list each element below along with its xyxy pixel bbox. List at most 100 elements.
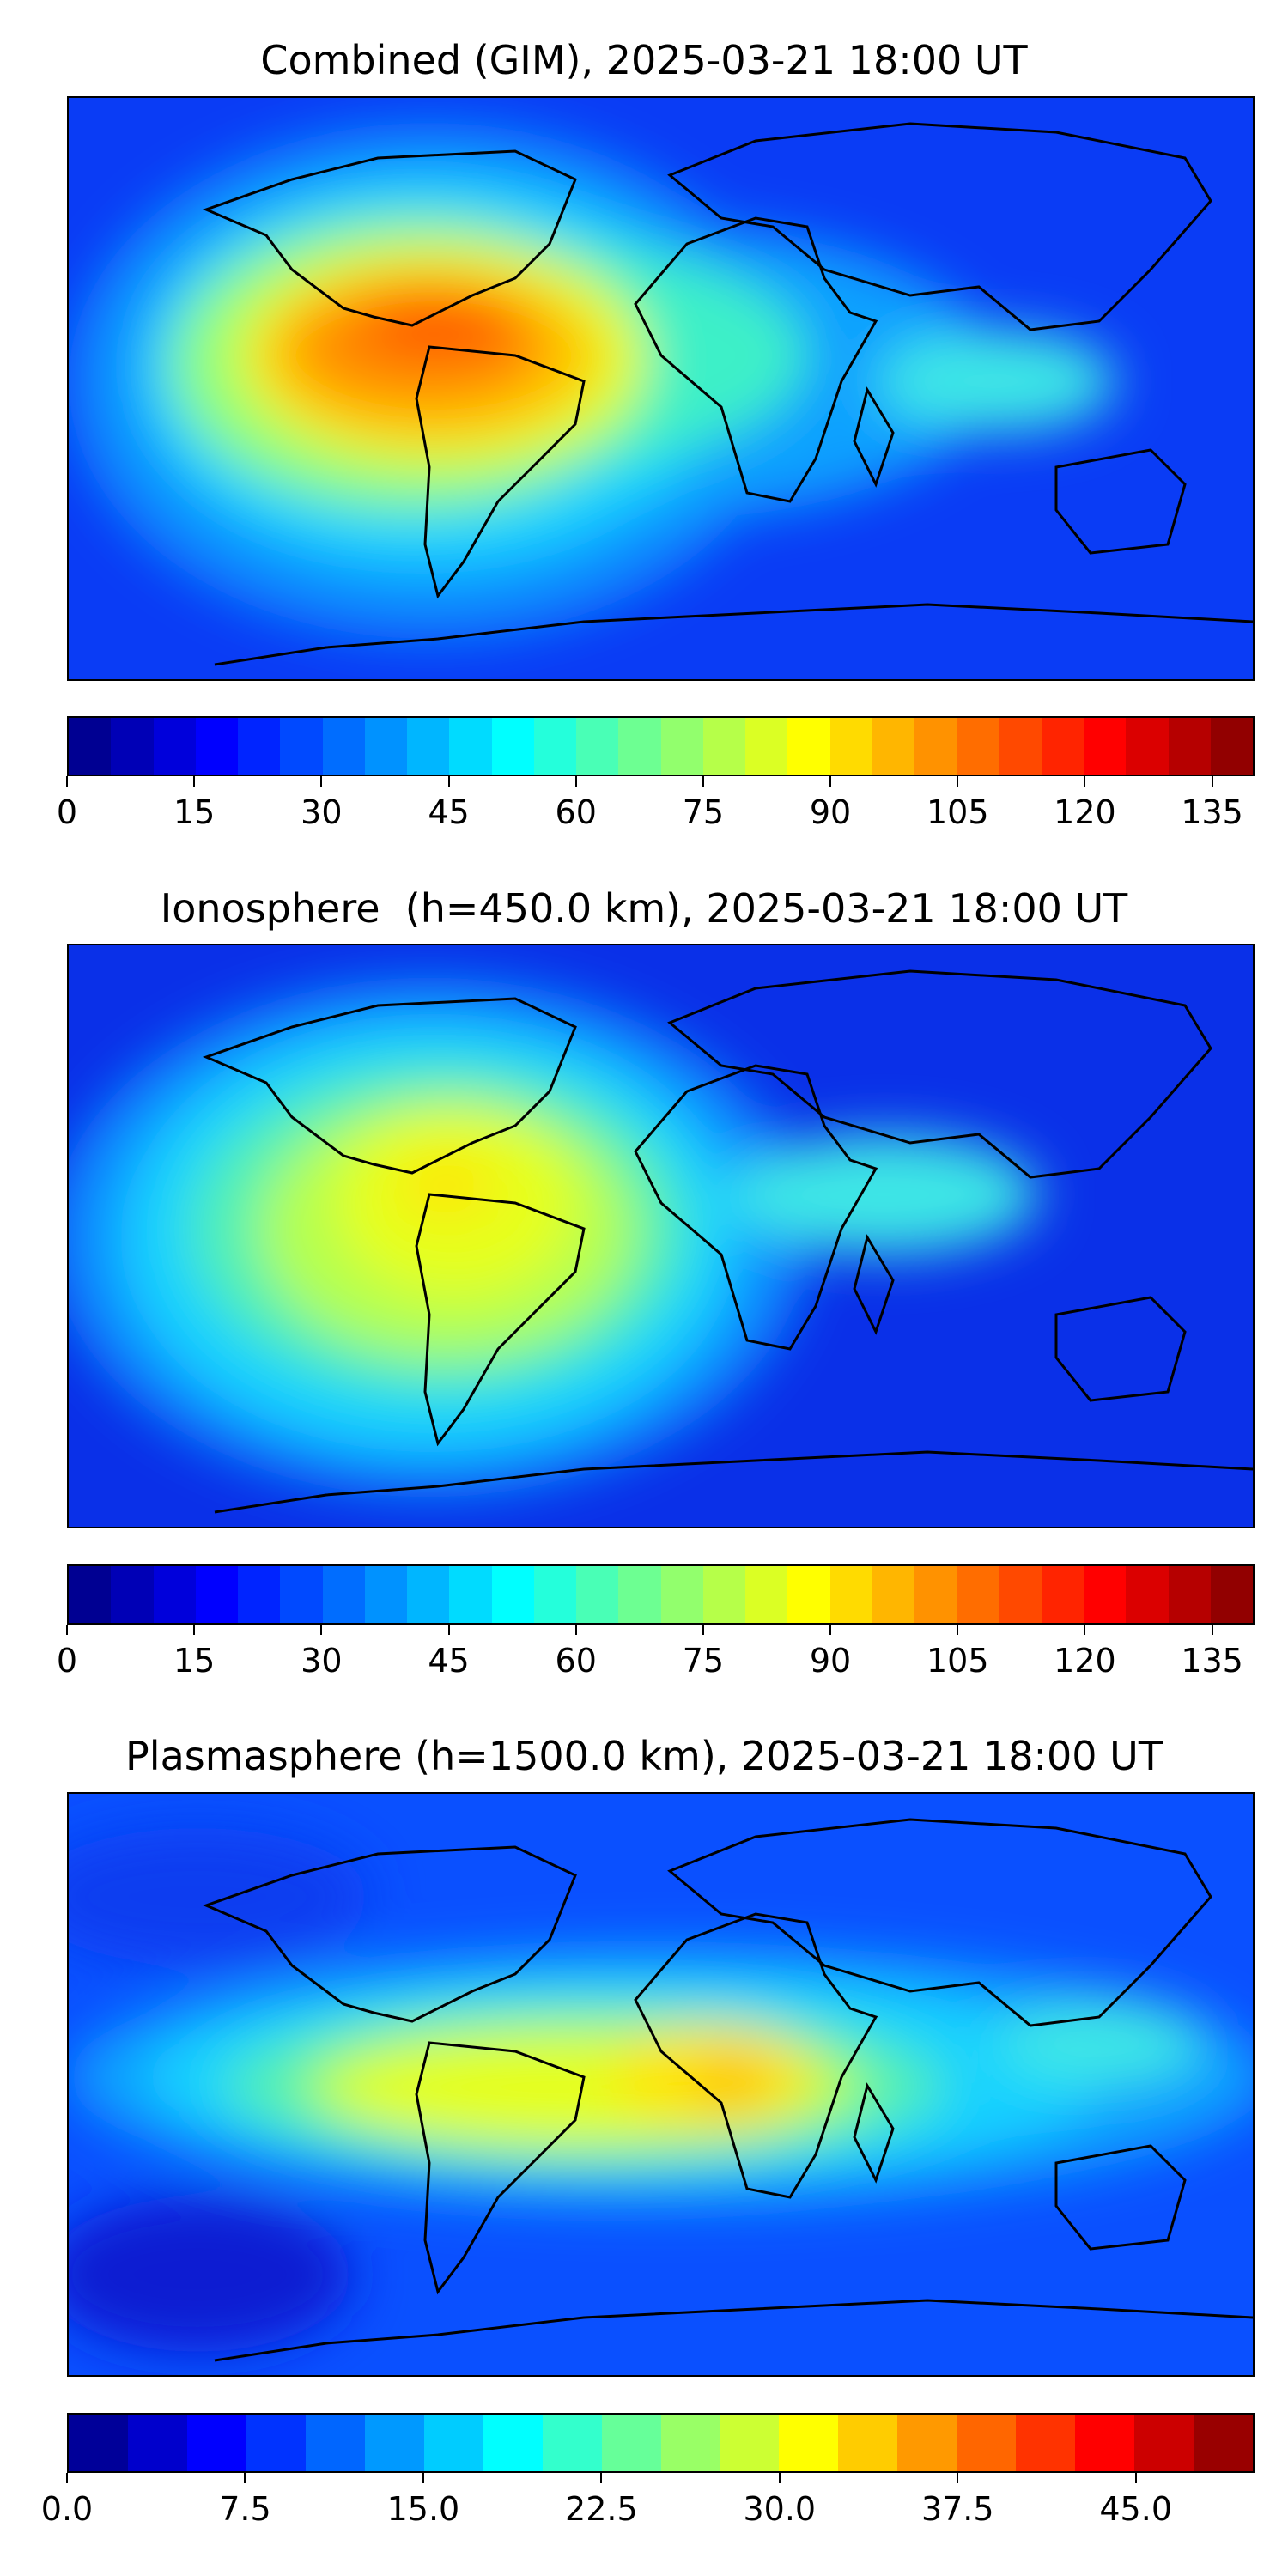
colorbar-tick-label: 105 <box>926 793 989 831</box>
colorbar-tick <box>702 776 704 787</box>
colorbar-segment <box>364 718 407 775</box>
colorbar-ticks-plasmasphere: 0.0 7.5 15.0 22.5 30.0 37.5 45.0 <box>41 2473 1255 2528</box>
colorbar-segment <box>702 1566 745 1623</box>
colorbar-segment <box>533 1566 576 1623</box>
colorbar-segment <box>1016 2415 1076 2471</box>
colorbar-segment <box>533 718 576 775</box>
colorbar-tick-label: 30 <box>301 1642 343 1680</box>
colorbar-tick <box>193 1625 196 1635</box>
colorbar-tick <box>574 776 577 787</box>
colorbar-tick <box>66 776 68 787</box>
colorbar-segment <box>364 1566 407 1623</box>
colorbar-segment <box>1210 718 1253 775</box>
colorbar-segment <box>195 718 238 775</box>
colorbar-segment <box>407 1566 450 1623</box>
colorbar-plasmasphere <box>67 2413 1255 2473</box>
colorbar-tick-label: 120 <box>1054 793 1116 831</box>
colorbar-ticks-ionosphere: 0 15 30 45 60 75 90 105 120 135 <box>57 1625 1255 1680</box>
map-ionosphere <box>67 944 1255 1528</box>
coastlines <box>202 122 1253 666</box>
colorbar-tick <box>193 776 196 787</box>
colorbar-tick <box>320 1625 323 1635</box>
colorbar-tick <box>1211 776 1213 787</box>
colorbar-tick-label: 90 <box>809 1642 852 1680</box>
colorbar-tick-label: 45 <box>428 793 470 831</box>
colorbar-tick <box>957 1625 959 1635</box>
colorbar-tick <box>778 2473 781 2483</box>
colorbar-segment <box>576 718 619 775</box>
colorbar-segment <box>1126 1566 1169 1623</box>
colorbar-tick-label: 60 <box>555 1642 597 1680</box>
tec-map-combined <box>69 98 1253 679</box>
colorbar-segment <box>601 2415 661 2471</box>
colorbar-segment <box>153 718 196 775</box>
colorbar-segment <box>999 1566 1042 1623</box>
colorbar-tick-label: 30 <box>301 793 343 831</box>
panel-title-plasmasphere: Plasmasphere (h=1500.0 km), 2025-03-21 1… <box>125 1733 1163 1779</box>
colorbar-segment <box>838 2415 898 2471</box>
colorbar-segment <box>491 1566 534 1623</box>
colorbar-tick-label: 60 <box>555 793 597 831</box>
colorbar-segment <box>69 718 112 775</box>
colorbar-segment <box>186 2415 246 2471</box>
colorbar-segment <box>449 1566 492 1623</box>
colorbar-tick-label: 7.5 <box>219 2490 271 2528</box>
colorbar-tick <box>447 776 450 787</box>
panel-title-combined: Combined (GIM), 2025-03-21 18:00 UT <box>260 37 1028 83</box>
colorbar-segment <box>957 1566 999 1623</box>
colorbar-segment <box>364 2415 424 2471</box>
colorbar-segment <box>195 1566 238 1623</box>
colorbar-tick-label: 45 <box>428 1642 470 1680</box>
colorbar-segment <box>618 1566 661 1623</box>
colorbar-tick-label: 0 <box>56 793 78 831</box>
colorbar-tick-label: 90 <box>809 793 852 831</box>
colorbar-segment <box>111 1566 154 1623</box>
colorbar-segment <box>1041 1566 1084 1623</box>
colorbar-segment <box>1210 1566 1253 1623</box>
colorbar-tick-label: 30.0 <box>743 2490 817 2528</box>
colorbar-tick-label: 135 <box>1181 1642 1243 1680</box>
colorbar-tick-label: 15 <box>173 793 216 831</box>
colorbar-segment <box>660 2415 720 2471</box>
colorbar-segment <box>914 718 957 775</box>
colorbar-segment <box>1075 2415 1135 2471</box>
colorbar-segment <box>238 718 281 775</box>
colorbar-segment <box>111 718 154 775</box>
colorbar-segment <box>872 718 914 775</box>
colorbar-tick-label: 45.0 <box>1099 2490 1172 2528</box>
colorbar-ionosphere <box>67 1564 1255 1625</box>
colorbar-tick <box>66 2473 68 2483</box>
colorbar-segment <box>238 1566 281 1623</box>
colorbar-segment <box>787 1566 830 1623</box>
tec-map-ionosphere <box>69 945 1253 1527</box>
colorbar-ticks-combined: 0 15 30 45 60 75 90 105 120 135 <box>57 776 1255 831</box>
colorbar-tick <box>1084 776 1086 787</box>
colorbar-tick <box>574 1625 577 1635</box>
colorbar-segment <box>280 1566 323 1623</box>
colorbar-segment <box>322 1566 365 1623</box>
colorbar-segment <box>660 1566 703 1623</box>
colorbar-tick-label: 22.5 <box>565 2490 638 2528</box>
colorbar-tick <box>829 776 832 787</box>
colorbar-tick <box>447 1625 450 1635</box>
colorbar-segment <box>829 718 872 775</box>
colorbar-tick-label: 105 <box>926 1642 989 1680</box>
colorbar-segment <box>829 1566 872 1623</box>
colorbar-segment <box>491 718 534 775</box>
colorbar-segment <box>779 2415 839 2471</box>
colorbar-tick-label: 0.0 <box>40 2490 94 2528</box>
colorbar-segment <box>305 2415 365 2471</box>
panel-title-ionosphere: Ionosphere (h=450.0 km), 2025-03-21 18:0… <box>160 885 1128 932</box>
colorbar-tick <box>66 1625 68 1635</box>
colorbar-segment <box>1126 718 1169 775</box>
coastlines <box>202 1818 1253 2362</box>
colorbar-segment <box>69 1566 112 1623</box>
colorbar-segment <box>69 2415 128 2471</box>
colorbar-segment <box>127 2415 187 2471</box>
colorbar-segment <box>407 718 450 775</box>
colorbar-segment <box>660 718 703 775</box>
colorbar-tick-label: 15 <box>173 1642 216 1680</box>
colorbar-tick <box>320 776 323 787</box>
colorbar-segment <box>246 2415 306 2471</box>
colorbar-segment <box>153 1566 196 1623</box>
